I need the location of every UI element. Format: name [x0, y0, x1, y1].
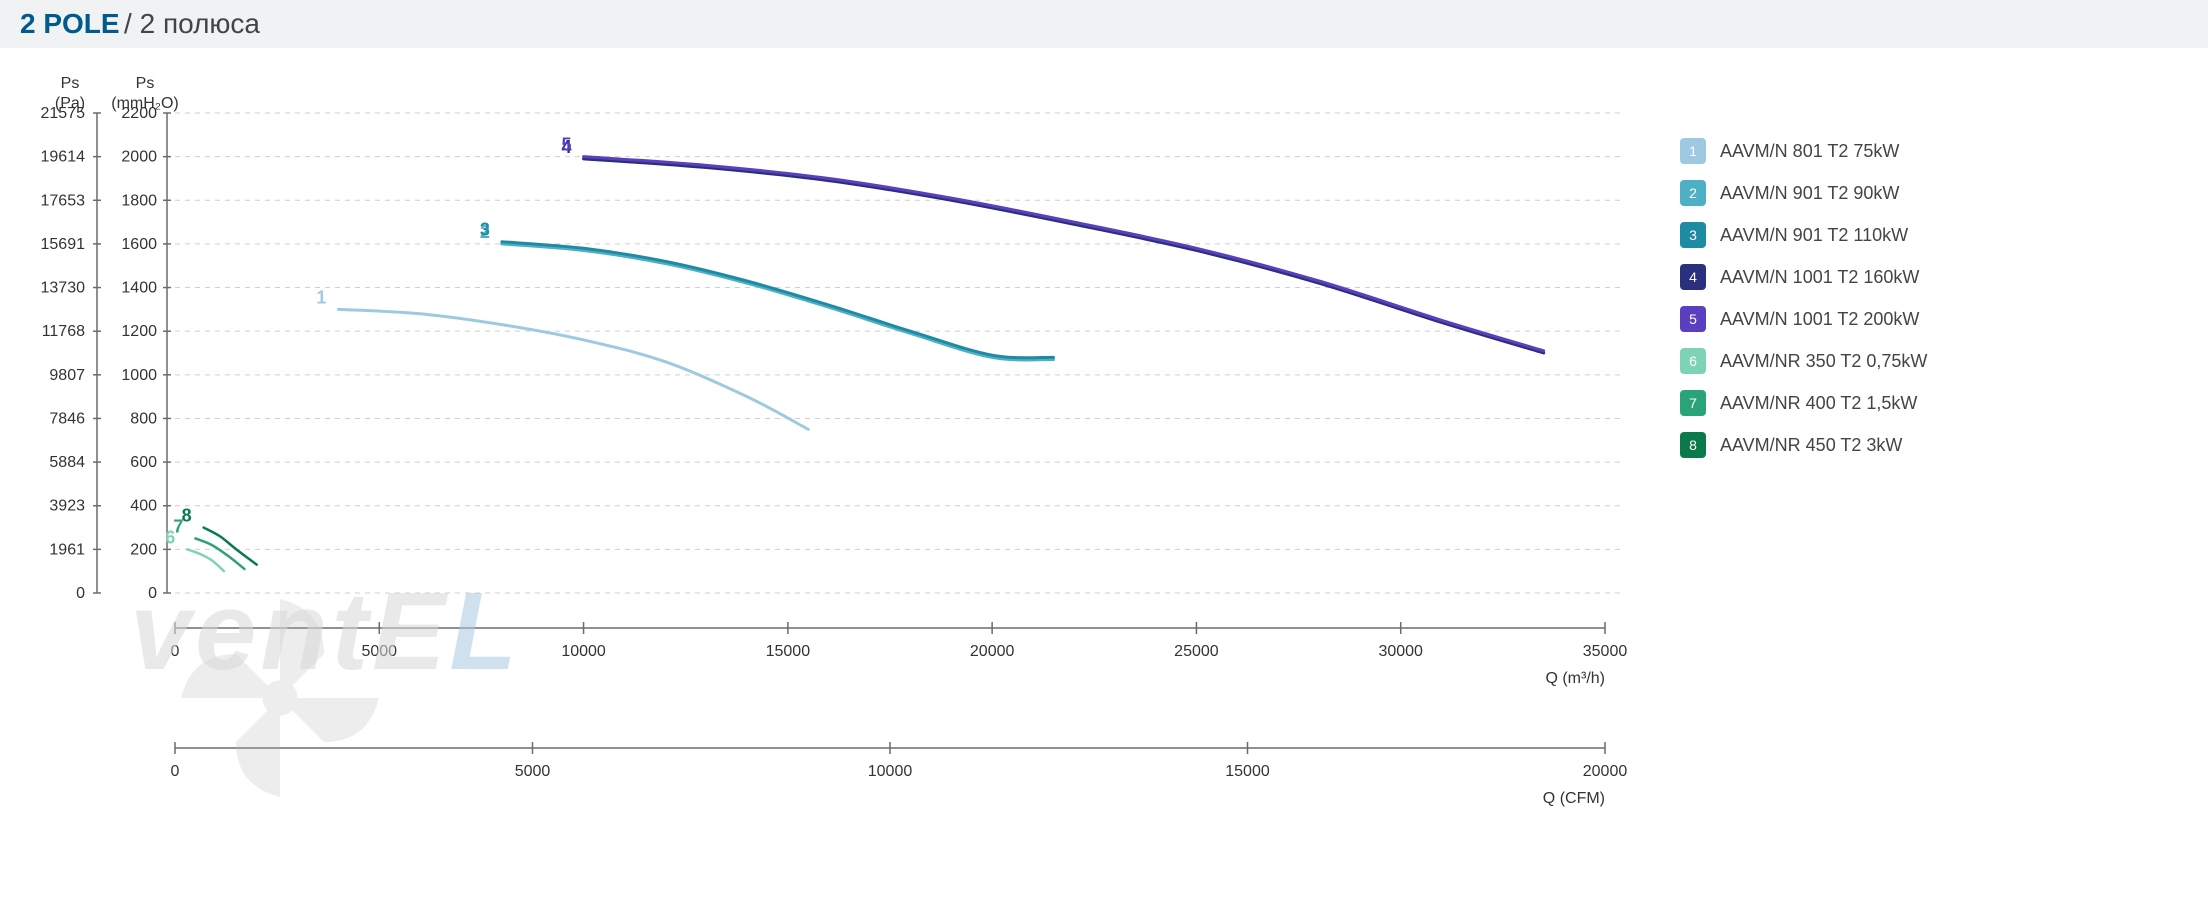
- svg-text:1600: 1600: [121, 236, 157, 253]
- legend-swatch: 2: [1680, 180, 1706, 206]
- legend-item: 3 AAVM/N 901 T2 110kW: [1680, 222, 1927, 248]
- legend-label: AAVM/N 801 T2 75kW: [1720, 141, 1899, 162]
- svg-text:10000: 10000: [561, 643, 606, 660]
- legend-item: 4 AAVM/N 1001 T2 160kW: [1680, 264, 1927, 290]
- svg-text:7846: 7846: [49, 410, 85, 427]
- legend-item: 2 AAVM/N 901 T2 90kW: [1680, 180, 1927, 206]
- svg-text:1800: 1800: [121, 192, 157, 209]
- svg-text:0: 0: [76, 585, 85, 602]
- legend-label: AAVM/NR 400 T2 1,5kW: [1720, 393, 1917, 414]
- svg-text:(mmH₂O): (mmH₂O): [111, 95, 179, 112]
- svg-text:Ps: Ps: [61, 75, 80, 92]
- svg-text:15000: 15000: [766, 643, 811, 660]
- svg-text:1200: 1200: [121, 323, 157, 340]
- svg-text:(Pa): (Pa): [55, 95, 85, 112]
- svg-text:Q (m³/h): Q (m³/h): [1545, 670, 1605, 687]
- svg-text:5: 5: [562, 135, 572, 155]
- svg-text:19614: 19614: [41, 149, 86, 166]
- svg-text:800: 800: [130, 410, 157, 427]
- svg-text:9807: 9807: [49, 367, 85, 384]
- svg-text:11768: 11768: [42, 323, 85, 340]
- legend-swatch: 3: [1680, 222, 1706, 248]
- svg-text:20000: 20000: [1583, 763, 1628, 780]
- svg-text:600: 600: [130, 454, 157, 471]
- title-bar: 2 POLE / 2 полюса: [0, 0, 2208, 48]
- svg-text:400: 400: [130, 498, 157, 515]
- legend-swatch: 7: [1680, 390, 1706, 416]
- svg-text:30000: 30000: [1378, 643, 1423, 660]
- svg-text:1000: 1000: [121, 367, 157, 384]
- svg-text:13730: 13730: [41, 280, 86, 297]
- svg-text:15000: 15000: [1225, 763, 1270, 780]
- chart-svg: 0020019614003923600588480078461000980712…: [0, 68, 1660, 888]
- legend-label: AAVM/NR 450 T2 3kW: [1720, 435, 1902, 456]
- svg-text:35000: 35000: [1583, 643, 1628, 660]
- chart-area: 0020019614003923600588480078461000980712…: [0, 68, 1660, 888]
- svg-text:5884: 5884: [49, 454, 85, 471]
- svg-text:1961: 1961: [49, 541, 85, 558]
- svg-text:25000: 25000: [1174, 643, 1219, 660]
- legend-label: AAVM/NR 350 T2 0,75kW: [1720, 351, 1927, 372]
- svg-text:200: 200: [130, 541, 157, 558]
- svg-text:17653: 17653: [41, 192, 86, 209]
- svg-text:3: 3: [480, 220, 490, 240]
- svg-text:15691: 15691: [41, 236, 86, 253]
- chart-wrapper: 0020019614003923600588480078461000980712…: [0, 68, 2208, 888]
- legend-label: AAVM/N 1001 T2 160kW: [1720, 267, 1919, 288]
- svg-text:2000: 2000: [121, 149, 157, 166]
- svg-text:5000: 5000: [515, 763, 551, 780]
- legend-swatch: 6: [1680, 348, 1706, 374]
- legend-swatch: 4: [1680, 264, 1706, 290]
- svg-text:1400: 1400: [121, 280, 157, 297]
- legend-item: 8 AAVM/NR 450 T2 3kW: [1680, 432, 1927, 458]
- svg-text:0: 0: [148, 585, 157, 602]
- svg-text:3923: 3923: [49, 498, 85, 515]
- svg-text:0: 0: [171, 763, 180, 780]
- svg-text:Ps: Ps: [136, 75, 155, 92]
- title-russian: / 2 полюса: [124, 8, 260, 39]
- legend-item: 7 AAVM/NR 400 T2 1,5kW: [1680, 390, 1927, 416]
- svg-text:20000: 20000: [970, 643, 1015, 660]
- svg-text:8: 8: [182, 506, 192, 526]
- svg-text:0: 0: [171, 643, 180, 660]
- legend-label: AAVM/N 1001 T2 200kW: [1720, 309, 1919, 330]
- legend-item: 1 AAVM/N 801 T2 75kW: [1680, 138, 1927, 164]
- legend-item: 6 AAVM/NR 350 T2 0,75kW: [1680, 348, 1927, 374]
- legend-swatch: 1: [1680, 138, 1706, 164]
- legend-swatch: 8: [1680, 432, 1706, 458]
- legend-label: AAVM/N 901 T2 110kW: [1720, 225, 1908, 246]
- legend-label: AAVM/N 901 T2 90kW: [1720, 183, 1899, 204]
- svg-text:10000: 10000: [868, 763, 913, 780]
- legend-item: 5 AAVM/N 1001 T2 200kW: [1680, 306, 1927, 332]
- svg-text:1: 1: [316, 287, 326, 307]
- svg-text:Q (CFM): Q (CFM): [1543, 790, 1605, 807]
- svg-text:5000: 5000: [361, 643, 397, 660]
- legend-swatch: 5: [1680, 306, 1706, 332]
- title-english: 2 POLE: [20, 8, 120, 39]
- legend: 1AAVM/N 801 T2 75kW2AAVM/N 901 T2 90kW3A…: [1660, 68, 1927, 888]
